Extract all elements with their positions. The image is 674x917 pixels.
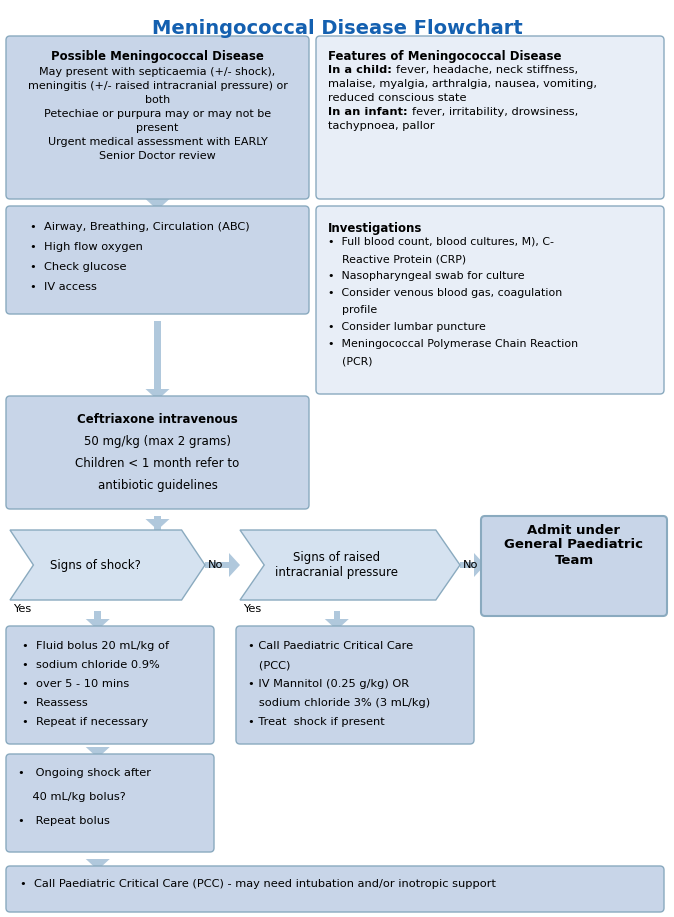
Text: Petechiae or purpura may or may not be: Petechiae or purpura may or may not be bbox=[44, 109, 271, 119]
Text: Urgent medical assessment with EARLY: Urgent medical assessment with EARLY bbox=[48, 137, 268, 147]
Polygon shape bbox=[146, 519, 169, 530]
Text: •  Call Paediatric Critical Care (PCC) - may need intubation and/or inotropic su: • Call Paediatric Critical Care (PCC) - … bbox=[20, 879, 496, 889]
Polygon shape bbox=[229, 553, 240, 577]
Text: •  over 5 - 10 mins: • over 5 - 10 mins bbox=[22, 679, 129, 689]
Text: Senior Doctor review: Senior Doctor review bbox=[99, 151, 216, 161]
Text: malaise, myalgia, arthralgia, nausea, vomiting,: malaise, myalgia, arthralgia, nausea, vo… bbox=[328, 79, 597, 89]
Text: •  Repeat if necessary: • Repeat if necessary bbox=[22, 717, 148, 727]
Text: Possible Meningococcal Disease: Possible Meningococcal Disease bbox=[51, 50, 264, 63]
Text: meningitis (+/- raised intracranial pressure) or: meningitis (+/- raised intracranial pres… bbox=[28, 81, 287, 91]
FancyBboxPatch shape bbox=[236, 626, 474, 744]
Text: •  Nasopharyngeal swab for culture: • Nasopharyngeal swab for culture bbox=[328, 271, 524, 281]
Text: (PCR): (PCR) bbox=[328, 356, 373, 366]
Text: •  Airway, Breathing, Circulation (ABC): • Airway, Breathing, Circulation (ABC) bbox=[30, 222, 249, 232]
FancyBboxPatch shape bbox=[94, 611, 101, 630]
FancyBboxPatch shape bbox=[316, 206, 664, 394]
Text: • Treat  shock if present: • Treat shock if present bbox=[248, 717, 385, 727]
Text: Investigations: Investigations bbox=[328, 222, 423, 235]
Text: •  Meningococcal Polymerase Chain Reaction: • Meningococcal Polymerase Chain Reactio… bbox=[328, 339, 578, 349]
Text: •  IV access: • IV access bbox=[30, 282, 97, 292]
FancyBboxPatch shape bbox=[6, 626, 214, 744]
Text: Yes: Yes bbox=[13, 604, 31, 614]
Text: •  Reassess: • Reassess bbox=[22, 698, 88, 708]
Text: •  sodium chloride 0.9%: • sodium chloride 0.9% bbox=[22, 660, 160, 670]
FancyBboxPatch shape bbox=[154, 321, 161, 400]
Polygon shape bbox=[146, 389, 169, 400]
FancyBboxPatch shape bbox=[6, 396, 309, 509]
Text: (PCC): (PCC) bbox=[248, 660, 290, 670]
Text: reduced conscious state: reduced conscious state bbox=[328, 93, 466, 103]
Polygon shape bbox=[325, 619, 349, 630]
Text: 40 mL/kg bolus?: 40 mL/kg bolus? bbox=[18, 792, 126, 802]
FancyBboxPatch shape bbox=[6, 866, 664, 912]
Text: Signs of shock?: Signs of shock? bbox=[51, 558, 142, 571]
Text: •   Repeat bolus: • Repeat bolus bbox=[18, 816, 110, 826]
Text: both: both bbox=[145, 95, 170, 105]
Text: present: present bbox=[136, 123, 179, 133]
FancyBboxPatch shape bbox=[6, 36, 309, 199]
Polygon shape bbox=[474, 553, 485, 577]
Text: Signs of raised
intracranial pressure: Signs of raised intracranial pressure bbox=[275, 551, 398, 579]
Text: •  Consider lumbar puncture: • Consider lumbar puncture bbox=[328, 322, 486, 332]
Text: Yes: Yes bbox=[243, 604, 262, 614]
Polygon shape bbox=[86, 747, 110, 758]
Text: •  Consider venous blood gas, coagulation: • Consider venous blood gas, coagulation bbox=[328, 288, 562, 298]
FancyBboxPatch shape bbox=[154, 516, 161, 530]
Polygon shape bbox=[10, 530, 205, 600]
Text: antibiotic guidelines: antibiotic guidelines bbox=[98, 479, 218, 492]
Text: Reactive Protein (CRP): Reactive Protein (CRP) bbox=[328, 254, 466, 264]
Text: fever, irritability, drowsiness,: fever, irritability, drowsiness, bbox=[412, 107, 578, 117]
FancyBboxPatch shape bbox=[94, 859, 101, 870]
Text: •   Ongoing shock after: • Ongoing shock after bbox=[18, 768, 151, 778]
FancyBboxPatch shape bbox=[316, 36, 664, 199]
FancyBboxPatch shape bbox=[154, 206, 161, 210]
Polygon shape bbox=[86, 619, 110, 630]
Text: tachypnoea, pallor: tachypnoea, pallor bbox=[328, 121, 435, 131]
Polygon shape bbox=[240, 530, 460, 600]
Text: •  Full blood count, blood cultures, M), C-: • Full blood count, blood cultures, M), … bbox=[328, 237, 554, 247]
Polygon shape bbox=[86, 859, 110, 870]
FancyBboxPatch shape bbox=[6, 754, 214, 852]
Text: Features of Meningococcal Disease: Features of Meningococcal Disease bbox=[328, 50, 561, 63]
Text: • Call Paediatric Critical Care: • Call Paediatric Critical Care bbox=[248, 641, 413, 651]
Text: •  High flow oxygen: • High flow oxygen bbox=[30, 242, 143, 252]
Text: profile: profile bbox=[328, 305, 377, 315]
FancyBboxPatch shape bbox=[460, 562, 474, 569]
FancyBboxPatch shape bbox=[205, 562, 229, 569]
Text: Admit under
General Paediatric
Team: Admit under General Paediatric Team bbox=[505, 524, 644, 567]
Text: •  Check glucose: • Check glucose bbox=[30, 262, 127, 272]
Text: Children < 1 month refer to: Children < 1 month refer to bbox=[75, 457, 240, 470]
Text: In an infant:: In an infant: bbox=[328, 107, 412, 117]
Polygon shape bbox=[146, 199, 169, 210]
Text: No: No bbox=[463, 560, 479, 570]
FancyBboxPatch shape bbox=[94, 751, 101, 758]
Text: In a child:: In a child: bbox=[328, 65, 396, 75]
Text: •  Fluid bolus 20 mL/kg of: • Fluid bolus 20 mL/kg of bbox=[22, 641, 169, 651]
FancyBboxPatch shape bbox=[334, 611, 340, 630]
Text: fever, headache, neck stiffness,: fever, headache, neck stiffness, bbox=[396, 65, 578, 75]
Text: Meningococcal Disease Flowchart: Meningococcal Disease Flowchart bbox=[152, 18, 522, 38]
Text: May present with septicaemia (+/- shock),: May present with septicaemia (+/- shock)… bbox=[39, 67, 276, 77]
Text: No: No bbox=[208, 560, 224, 570]
Text: 50 mg/kg (max 2 grams): 50 mg/kg (max 2 grams) bbox=[84, 435, 231, 448]
Text: • IV Mannitol (0.25 g/kg) OR: • IV Mannitol (0.25 g/kg) OR bbox=[248, 679, 409, 689]
FancyBboxPatch shape bbox=[481, 516, 667, 616]
Text: sodium chloride 3% (3 mL/kg): sodium chloride 3% (3 mL/kg) bbox=[248, 698, 430, 708]
Text: Ceftriaxone intravenous: Ceftriaxone intravenous bbox=[77, 413, 238, 426]
FancyBboxPatch shape bbox=[6, 206, 309, 314]
